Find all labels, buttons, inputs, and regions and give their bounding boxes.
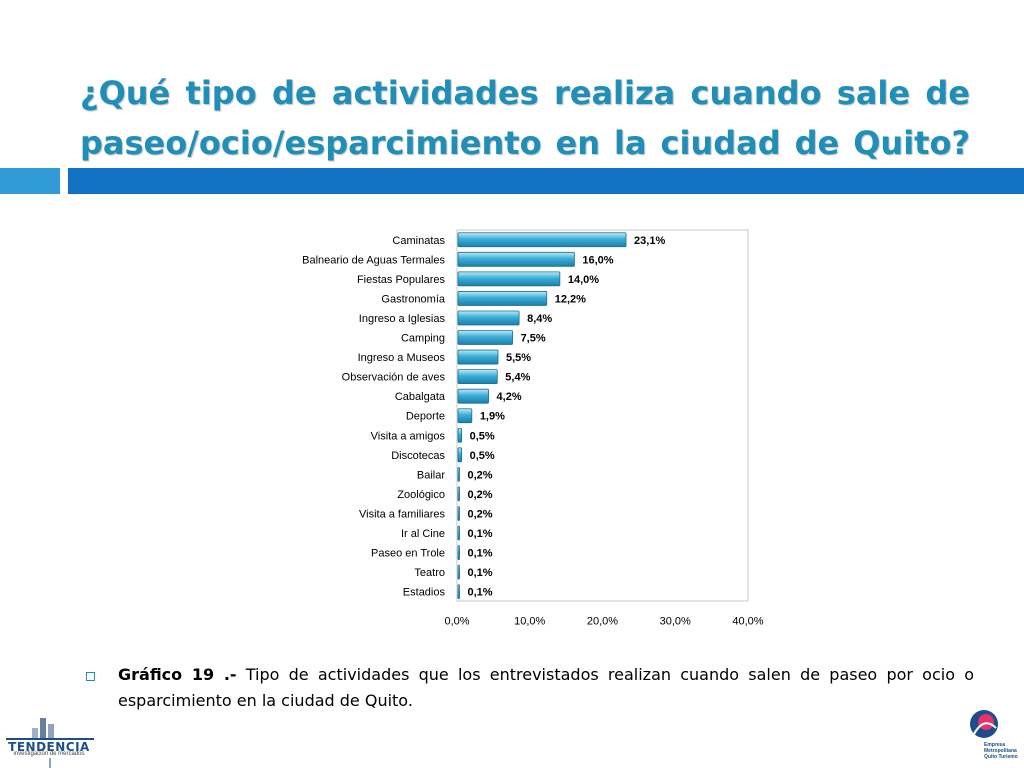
data-label: 0,2% xyxy=(468,508,493,520)
bar xyxy=(457,369,498,385)
bar xyxy=(457,408,473,424)
category-label: Observación de aves xyxy=(342,372,446,384)
category-label: Cabalgata xyxy=(395,391,446,403)
page-title: ¿Qué tipo de actividades realiza cuando … xyxy=(80,74,970,162)
bar xyxy=(457,388,489,404)
bar xyxy=(457,584,460,600)
bullet-icon xyxy=(86,672,95,681)
data-label: 5,5% xyxy=(506,352,531,364)
data-label: 4,2% xyxy=(497,391,522,403)
quito-turismo-line-1: Empresa xyxy=(984,742,1006,748)
category-label: Estadios xyxy=(403,587,446,599)
category-label: Caminatas xyxy=(392,235,445,247)
category-label: Paseo en Trole xyxy=(371,548,445,560)
data-label: 12,2% xyxy=(555,293,586,305)
quito-turismo-logo-icon xyxy=(970,710,998,738)
data-label: 0,5% xyxy=(470,430,495,442)
data-label: 7,5% xyxy=(521,333,546,345)
x-tick-label: 20,0% xyxy=(587,615,618,627)
bar xyxy=(457,291,548,306)
quito-turismo-line-3: Quito Turismo xyxy=(984,754,1018,760)
bar xyxy=(457,447,463,463)
bar xyxy=(457,506,460,521)
bar xyxy=(457,427,463,443)
category-label: Visita a amigos xyxy=(371,430,446,442)
category-label: Visita a familiares xyxy=(359,508,445,520)
category-label: Camping xyxy=(401,333,445,345)
category-label: Zoológico xyxy=(397,489,445,501)
x-tick-label: 40,0% xyxy=(732,615,763,627)
category-label: Fiestas Populares xyxy=(357,274,446,286)
data-label: 8,4% xyxy=(527,313,552,325)
bar xyxy=(457,466,460,482)
bar xyxy=(457,349,499,365)
category-label: Deporte xyxy=(406,411,445,423)
bar xyxy=(457,232,627,248)
data-label: 14,0% xyxy=(568,274,599,286)
bar xyxy=(457,486,460,502)
category-label: Bailar xyxy=(417,469,445,481)
category-label: Balneario de Aguas Termales xyxy=(302,254,445,266)
category-label: Gastronomía xyxy=(381,293,445,305)
bar xyxy=(457,330,513,345)
data-label: 1,9% xyxy=(480,411,505,423)
header-band-right xyxy=(68,168,1024,194)
category-label: Ingreso a Museos xyxy=(358,352,446,364)
bar xyxy=(457,271,561,287)
data-label: 0,2% xyxy=(468,469,493,481)
bar xyxy=(457,525,460,541)
data-label: 0,1% xyxy=(468,567,493,579)
bar xyxy=(457,310,520,326)
data-label: 0,1% xyxy=(468,528,493,540)
bar xyxy=(457,251,575,267)
category-label: Ingreso a Iglesias xyxy=(359,313,446,325)
bar xyxy=(457,564,460,580)
data-label: 0,5% xyxy=(470,450,495,462)
quito-turismo-line-2: Metropolitana xyxy=(984,748,1017,754)
category-label: Ir al Cine xyxy=(401,528,445,540)
bar xyxy=(457,545,460,560)
category-label: Teatro xyxy=(414,567,445,579)
category-label: Discotecas xyxy=(391,450,445,462)
data-label: 16,0% xyxy=(582,254,613,266)
tendencia-logo-name: TENDENCIA xyxy=(8,740,90,754)
quito-turismo-logo-text: Empresa Metropolitana Quito Turismo xyxy=(984,742,1024,760)
x-tick-label: 0,0% xyxy=(444,615,469,627)
chart-caption: Gráfico 19 .- Tipo de actividades que lo… xyxy=(118,662,974,714)
tendencia-logo-tagline: investigación de mercados xyxy=(13,751,85,757)
x-tick-label: 30,0% xyxy=(660,615,691,627)
header-band-left xyxy=(0,168,60,194)
caption-text: Tipo de actividades que los entrevistado… xyxy=(118,665,975,710)
data-label: 0,1% xyxy=(468,548,493,560)
data-label: 5,4% xyxy=(505,372,530,384)
data-label: 0,1% xyxy=(468,587,493,599)
bar-chart: Caminatas 23,1% Balneario de Aguas Termale… xyxy=(302,229,764,627)
caption-label: Gráfico 19 .- xyxy=(118,665,237,684)
x-tick-label: 10,0% xyxy=(514,615,545,627)
tendencia-logo-icon xyxy=(6,718,94,768)
data-label: 0,2% xyxy=(468,489,493,501)
data-label: 23,1% xyxy=(634,235,665,247)
